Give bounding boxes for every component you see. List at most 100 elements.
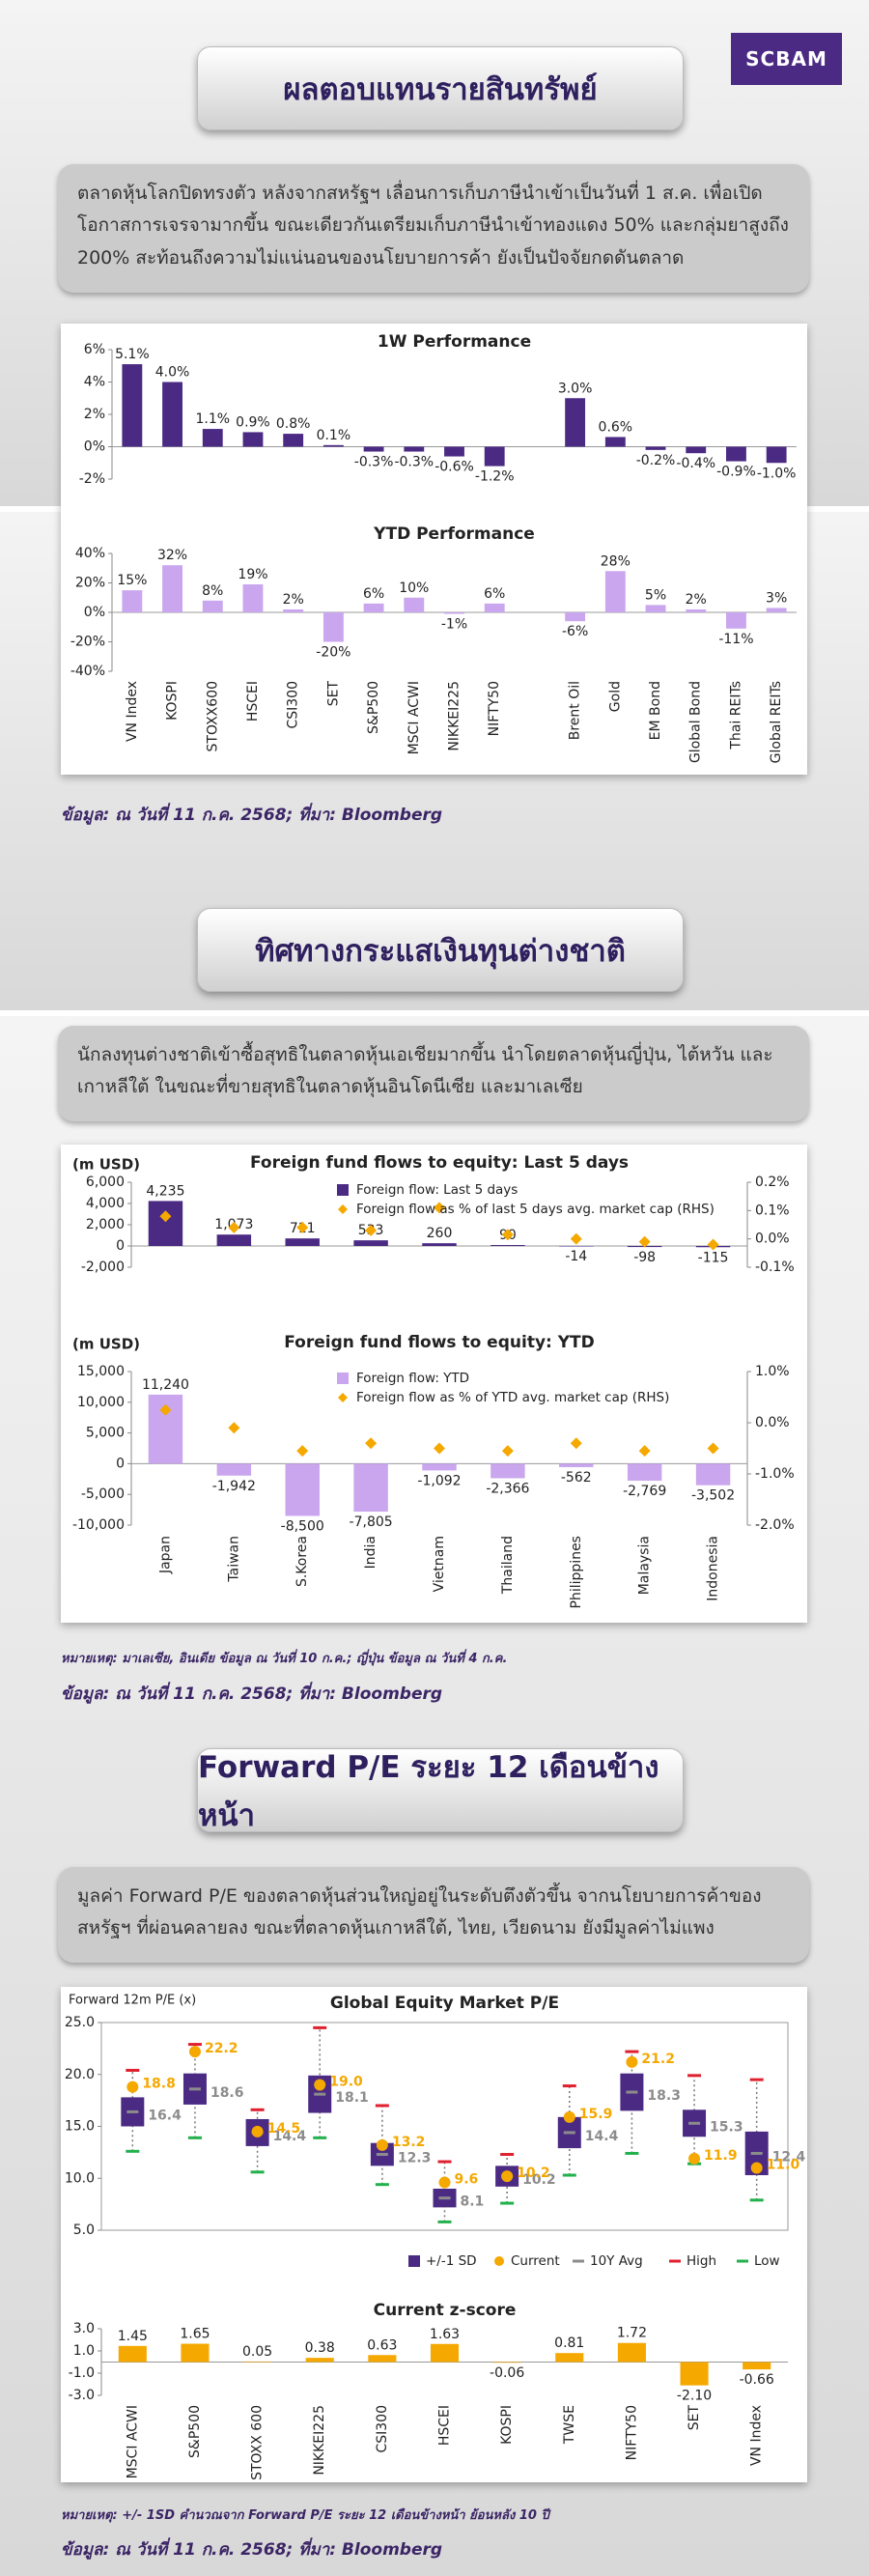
bar xyxy=(766,446,787,464)
x-tick-label: NIKKEI225 xyxy=(447,681,463,751)
legend-label: Foreign flow: Last 5 days xyxy=(356,1182,518,1198)
current-marker xyxy=(126,2081,139,2093)
chart-box: Foreign fund flows to equity: Last 5 day… xyxy=(61,1145,807,1623)
bar xyxy=(322,444,344,447)
y-tick-label: -2% xyxy=(79,471,105,487)
bar xyxy=(118,2345,147,2363)
y-tick-label: 4% xyxy=(84,375,105,390)
logo: SCBAM xyxy=(731,33,842,85)
x-tick-label: STOXX600 xyxy=(205,681,220,751)
data-label: 11,240 xyxy=(142,1377,189,1393)
data-label: -1,942 xyxy=(212,1479,256,1494)
bar xyxy=(627,1463,662,1482)
diamond-marker xyxy=(638,1235,651,1248)
current-marker xyxy=(251,2125,264,2137)
y-tick-label: 15,000 xyxy=(77,1364,125,1379)
y-tick-label: 6,000 xyxy=(86,1175,125,1190)
bar xyxy=(695,1463,731,1486)
y-tick-label: 40% xyxy=(75,546,105,561)
current-marker xyxy=(688,2152,701,2165)
bar xyxy=(283,609,304,612)
chart-title: 1W Performance xyxy=(378,332,531,352)
data-label: 0.05 xyxy=(242,2344,272,2360)
avg-label: 14.4 xyxy=(585,2129,619,2144)
bar xyxy=(766,608,787,612)
x-tick-label: NIFTY50 xyxy=(487,681,502,736)
data-label: 0.9% xyxy=(236,414,270,430)
chart-title: Global Equity Market P/E xyxy=(330,1994,559,2013)
data-label: 1.63 xyxy=(430,2327,460,2342)
legend-label: Current xyxy=(511,2253,560,2269)
data-label: -2.10 xyxy=(677,2389,712,2404)
current-label: 9.6 xyxy=(455,2172,479,2188)
x-tick-label: Taiwan xyxy=(226,1536,241,1583)
legend-label: Foreign flow as % of YTD avg. market cap… xyxy=(356,1390,669,1405)
diamond-marker xyxy=(296,1221,309,1233)
data-label: 0.8% xyxy=(276,416,311,432)
data-label: -1.0% xyxy=(757,466,797,481)
summary-text: ตลาดหุ้นโลกปิดทรงตัว หลังจากสหรัฐฯ เลื่อ… xyxy=(58,164,809,293)
current-label: 15.9 xyxy=(579,2107,613,2122)
data-label: 2% xyxy=(686,592,707,608)
data-label: 4.0% xyxy=(155,365,190,381)
x-tick-label: S.Korea xyxy=(294,1536,310,1587)
data-label: 8% xyxy=(202,583,223,599)
y-tick-label: 10.0 xyxy=(65,2170,95,2186)
current-label: 18.8 xyxy=(142,2077,176,2092)
x-tick-label: S&P500 xyxy=(187,2405,203,2458)
bar xyxy=(162,382,182,447)
x-tick-label: Thailand xyxy=(500,1536,516,1595)
y-tick-label: 10,000 xyxy=(77,1395,125,1410)
y-tick-label: -5,000 xyxy=(81,1486,125,1502)
bar xyxy=(686,609,707,612)
bar xyxy=(283,434,304,447)
data-label: 1.45 xyxy=(118,2329,148,2344)
x-tick-label: Vietnam xyxy=(432,1536,447,1592)
bar xyxy=(604,437,626,447)
data-label: -2,769 xyxy=(623,1484,666,1499)
current-marker xyxy=(438,2176,451,2189)
bar xyxy=(243,2361,272,2363)
bar xyxy=(617,2342,646,2363)
y-axis-label: (m USD) xyxy=(72,1156,140,1174)
data-label: 0.1% xyxy=(317,428,351,443)
legend-label: +/-1 SD xyxy=(426,2253,477,2269)
bar xyxy=(645,446,666,450)
bar xyxy=(743,2362,771,2370)
bar xyxy=(555,2353,584,2363)
data-label: 5% xyxy=(645,587,666,603)
legend-marker xyxy=(408,2255,420,2267)
x-tick-label: Malaysia xyxy=(637,1536,653,1595)
data-label: 1.1% xyxy=(195,411,230,427)
bar xyxy=(444,612,464,614)
x-tick-label: CSI300 xyxy=(375,2405,390,2453)
legend-marker xyxy=(494,2256,504,2266)
data-label: -6% xyxy=(562,624,588,639)
current-label: 10.2 xyxy=(517,2166,550,2181)
bar xyxy=(492,2362,521,2364)
data-label: -115 xyxy=(698,1250,729,1265)
summary-text: มูลค่า Forward P/E ของตลาดหุ้นส่วนใหญ่อย… xyxy=(58,1867,809,1963)
current-marker xyxy=(376,2138,388,2151)
bar xyxy=(444,446,464,457)
y-tick-label: 5,000 xyxy=(86,1426,125,1441)
y-tick-label: 4,000 xyxy=(86,1196,125,1211)
y-tick-label: 20.0 xyxy=(65,2067,95,2082)
note: หมายเหตุ: +/- 1SD คำนวณจาก Forward P/E ร… xyxy=(61,2508,549,2523)
y-tick-label: -3.0 xyxy=(69,2388,95,2403)
bar xyxy=(491,1463,525,1479)
chart: 1W Performance -2% 0% 2% 4% 6% 5.1% 4.0% 1.1% 0.9… xyxy=(70,332,797,763)
y-tick-label: -10,000 xyxy=(72,1517,125,1533)
bar xyxy=(363,446,384,452)
diamond-marker xyxy=(365,1224,378,1236)
y2-tick-label: -2.0% xyxy=(755,1517,795,1533)
avg-label: 18.6 xyxy=(210,2085,244,2101)
x-tick-label: TWSE xyxy=(562,2405,577,2445)
bar xyxy=(353,1240,388,1246)
bar xyxy=(122,590,143,612)
diamond-marker xyxy=(296,1445,309,1458)
x-tick-label: VN Index xyxy=(749,2405,765,2466)
bar xyxy=(181,2343,210,2363)
y-tick-label: 20% xyxy=(75,576,105,591)
chart-title: Foreign fund flows to equity: Last 5 day… xyxy=(250,1153,629,1173)
